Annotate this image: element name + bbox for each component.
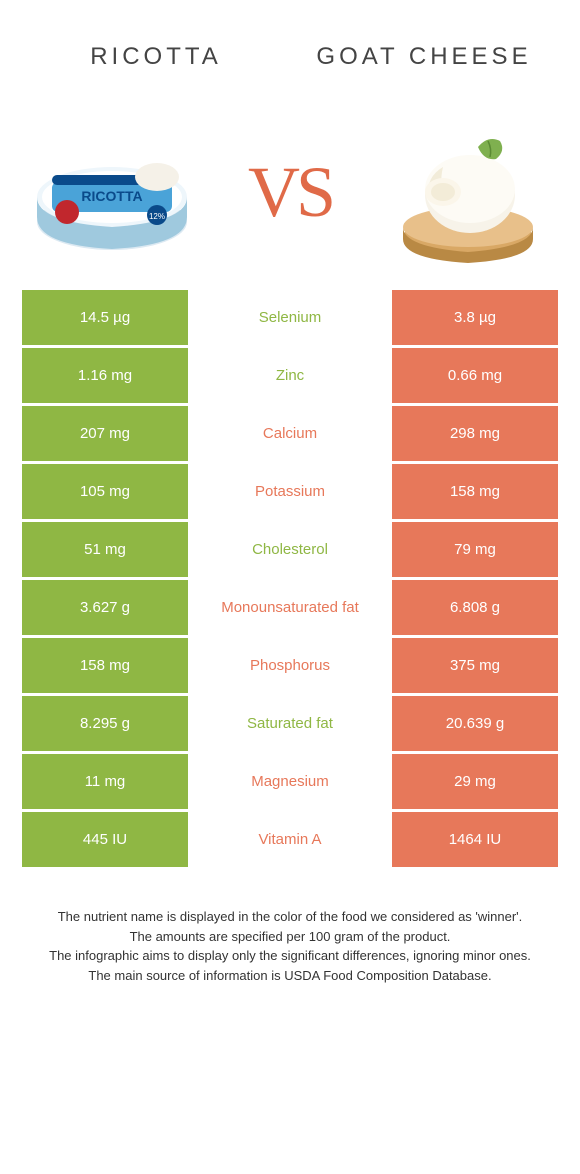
nutrient-label-cell: Monounsaturated fat [188,580,392,635]
right-value-cell: 298 mg [392,406,558,461]
right-value-cell: 3.8 µg [392,290,558,345]
nutrient-label-cell: Magnesium [188,754,392,809]
header-row: RICOTTA GOAT CHEESE [22,12,558,102]
right-value-cell: 375 mg [392,638,558,693]
left-value-cell: 105 mg [22,464,188,519]
footer-notes: The nutrient name is displayed in the co… [22,907,558,985]
images-row: RICOTTA 12% VS [22,112,558,272]
table-row: 158 mgPhosphorus375 mg [22,638,558,693]
nutrient-label-cell: Saturated fat [188,696,392,751]
footer-line: The main source of information is USDA F… [32,966,548,986]
right-value-cell: 79 mg [392,522,558,577]
table-row: 207 mgCalcium298 mg [22,406,558,461]
right-value-cell: 1464 IU [392,812,558,867]
nutrient-label-cell: Selenium [188,290,392,345]
svg-text:12%: 12% [149,212,165,221]
table-row: 8.295 gSaturated fat20.639 g [22,696,558,751]
right-value-cell: 20.639 g [392,696,558,751]
left-value-cell: 445 IU [22,812,188,867]
left-value-cell: 8.295 g [22,696,188,751]
left-value-cell: 158 mg [22,638,188,693]
right-value-cell: 29 mg [392,754,558,809]
table-row: 105 mgPotassium158 mg [22,464,558,519]
goat-cheese-image [378,117,558,267]
comparison-table: 14.5 µgSelenium3.8 µg1.16 mgZinc0.66 mg2… [22,290,558,867]
table-row: 3.627 gMonounsaturated fat6.808 g [22,580,558,635]
ricotta-icon: RICOTTA 12% [27,127,197,257]
svg-text:RICOTTA: RICOTTA [81,188,142,204]
footer-line: The infographic aims to display only the… [32,946,548,966]
goat-cheese-icon [388,117,548,267]
nutrient-label-cell: Zinc [188,348,392,403]
table-row: 14.5 µgSelenium3.8 µg [22,290,558,345]
nutrient-label-cell: Vitamin A [188,812,392,867]
nutrient-label-cell: Potassium [188,464,392,519]
ricotta-image: RICOTTA 12% [22,117,202,267]
right-value-cell: 0.66 mg [392,348,558,403]
table-row: 445 IUVitamin A1464 IU [22,812,558,867]
table-row: 51 mgCholesterol79 mg [22,522,558,577]
table-row: 11 mgMagnesium29 mg [22,754,558,809]
vs-label: VS [248,151,332,234]
footer-line: The amounts are specified per 100 gram o… [32,927,548,947]
infographic-container: RICOTTA GOAT CHEESE RICOTTA 12% VS [0,0,580,985]
left-food-title: RICOTTA [22,43,290,72]
right-food-title: GOAT CHEESE [290,43,558,72]
left-value-cell: 1.16 mg [22,348,188,403]
left-value-cell: 3.627 g [22,580,188,635]
nutrient-label-cell: Calcium [188,406,392,461]
left-value-cell: 14.5 µg [22,290,188,345]
left-value-cell: 11 mg [22,754,188,809]
nutrient-label-cell: Phosphorus [188,638,392,693]
left-value-cell: 207 mg [22,406,188,461]
table-row: 1.16 mgZinc0.66 mg [22,348,558,403]
footer-line: The nutrient name is displayed in the co… [32,907,548,927]
left-value-cell: 51 mg [22,522,188,577]
right-value-cell: 158 mg [392,464,558,519]
nutrient-label-cell: Cholesterol [188,522,392,577]
right-value-cell: 6.808 g [392,580,558,635]
